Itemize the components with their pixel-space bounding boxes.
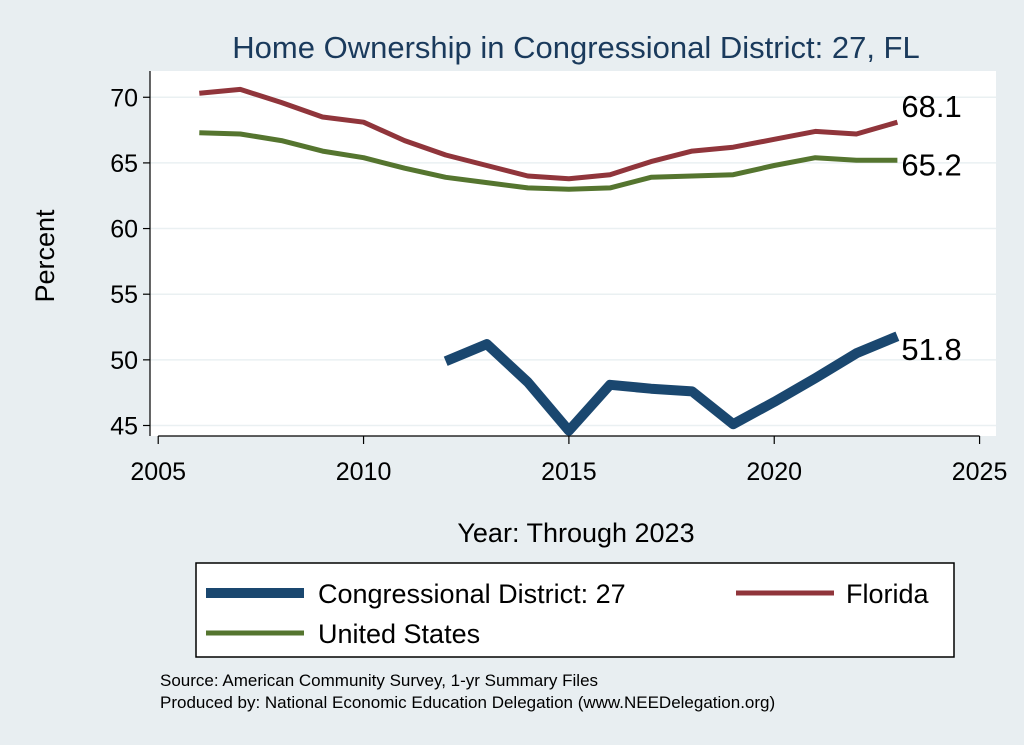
- legend-box: [195, 562, 955, 658]
- x-tick-label: 2010: [336, 458, 392, 486]
- x-tick-label: 2020: [746, 458, 802, 486]
- legend-label-united-states: United States: [318, 619, 480, 649]
- series-line-united-states: [199, 130, 898, 192]
- end-label-united-states: 65.2: [901, 147, 961, 182]
- producer-note: Produced by: National Economic Education…: [160, 693, 775, 712]
- y-axis-title: Percent: [30, 209, 60, 303]
- end-label-florida: 68.1: [901, 89, 961, 124]
- legend: Congressional District: 27 Florida Unite…: [195, 562, 955, 658]
- x-tick-label: 2005: [130, 458, 186, 486]
- x-tick-label: 2025: [952, 458, 1008, 486]
- y-tick-label: 60: [110, 216, 138, 244]
- y-tick-label: 45: [110, 412, 138, 440]
- end-labels: 51.8 68.1 65.2: [901, 89, 961, 367]
- y-tick-label: 65: [110, 150, 138, 178]
- chart-title: Home Ownership in Congressional District…: [232, 30, 919, 65]
- y-tick-label: 50: [110, 347, 138, 375]
- y-tick-label: 70: [110, 84, 138, 112]
- legend-label-district: Congressional District: 27: [318, 579, 626, 609]
- end-label-district: 51.8: [901, 332, 961, 367]
- series-layer: [199, 86, 900, 436]
- x-axis-title: Year: Through 2023: [457, 518, 694, 548]
- gridlines: [150, 96, 996, 427]
- series-line-florida: [199, 86, 899, 182]
- legend-label-florida: Florida: [846, 579, 930, 609]
- y-tick-label: 55: [110, 281, 138, 309]
- axes: 45 50 55 60 65 70 2005 2010 2015 2020 2025: [110, 71, 1007, 486]
- plot-area: [150, 71, 996, 436]
- source-note: Source: American Community Survey, 1-yr …: [160, 671, 598, 690]
- x-tick-label: 2015: [541, 458, 597, 486]
- series-line-district: [443, 331, 900, 436]
